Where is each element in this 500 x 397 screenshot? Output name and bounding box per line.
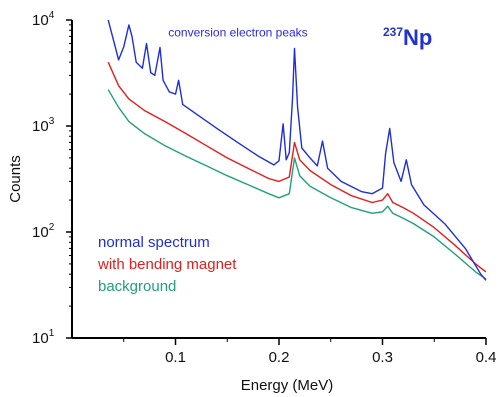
y-tick-label: 104 [32,10,55,29]
x-tick-label: 0.2 [269,349,290,366]
legend-entry: with bending magnet [97,256,237,273]
legend: normal spectrum with bending magnet backgr… [97,234,237,295]
y-tick-label: 101 [32,328,55,347]
legend-entry: background [98,278,176,295]
series-line-with-bending-magnet [107,61,487,273]
y-tick-label: 102 [32,222,55,241]
isotope-label: 237Np [383,25,432,50]
legend-entry: normal spectrum [98,234,210,251]
series-line-background [107,89,487,280]
y-axis-label: Counts [7,155,24,203]
annotation-label: conversion electron peaks [168,25,307,39]
x-axis-label: Energy (MeV) [241,377,334,394]
series-line-normal-spectrum [107,19,487,281]
x-tick-label: 0.1 [165,349,186,366]
y-tick-label: 103 [32,116,55,135]
series-layer [107,19,487,281]
x-tick-label: 0.4 [476,349,497,366]
annotation-layer: conversion electron peaks 237Np [168,25,432,50]
chart-axes: 101 102 103 104 0.1 0.2 0.3 0.4 Energy (MeV) Coun… [7,10,496,394]
x-tick-label: 0.3 [372,349,393,366]
